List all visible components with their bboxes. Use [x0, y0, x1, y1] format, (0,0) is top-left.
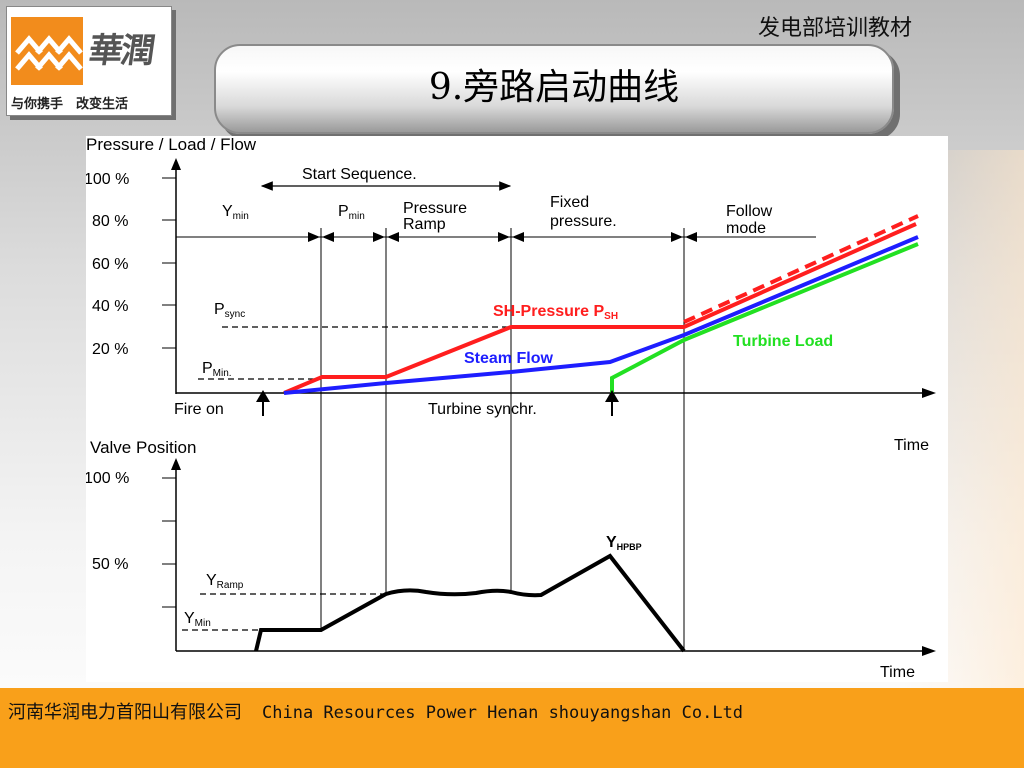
start-sequence-label: Start Sequence. [302, 166, 417, 183]
bottom-tick-label-100: 100 % [86, 470, 129, 487]
valve-y-ramp-label: YRamp [206, 572, 244, 591]
sh-pressure-label: SH-Pressure PSH [493, 303, 618, 322]
valve-y-min-label: YMin [184, 610, 211, 629]
logo-mark-icon [11, 17, 83, 85]
logo-brand: 華潤 [86, 31, 156, 71]
top-time-label: Time [894, 437, 929, 454]
phase-fixed-pressure-2: pressure. [550, 213, 617, 230]
bottom-x-axis-arrow [922, 646, 936, 656]
valve-position-curve [254, 553, 686, 653]
bottom-axis-title: Valve Position [90, 438, 196, 457]
fire-on-label: Fire on [174, 401, 224, 418]
phase-pressure-ramp-1: Pressure [403, 200, 467, 217]
top-axis-title: Pressure / Load / Flow [86, 136, 257, 154]
top-tick-label-100: 100 % [86, 171, 129, 188]
phase-follow-mode-2: mode [726, 220, 766, 237]
phase-p-min: Pmin [338, 203, 365, 222]
phase-fixed-pressure-1: Fixed [550, 194, 589, 211]
turbine-synchr-arrow-icon [605, 390, 619, 402]
phase-y-min: Ymin [222, 203, 249, 222]
diagram-svg: Pressure / Load / Flow 100 % 80 % 60 % 4… [86, 136, 936, 681]
footer-company: 河南华润电力首阳山有限公司 China Resources Power Henan… [8, 698, 743, 724]
bottom-time-label: Time [880, 664, 915, 681]
steam-flow-curve [283, 235, 919, 395]
footer-company-cn: 河南华润电力首阳山有限公司 [8, 702, 242, 723]
turbine-synchr-label: Turbine synchr. [428, 401, 537, 418]
top-tick-label-20: 20 % [92, 341, 128, 358]
header-label: 发电部培训教材 [757, 16, 912, 41]
fire-on-arrow-icon [256, 390, 270, 402]
company-logo: 華潤 与你携手 改变生活 [6, 6, 172, 116]
logo-slogan: 与你携手 改变生活 [11, 97, 129, 112]
top-tick-label-80: 80 % [92, 213, 128, 230]
turbine-load-curve [610, 242, 919, 393]
valve-y-hpbp-label: YHPBP [606, 534, 642, 552]
level-p-min: PMin. [202, 360, 232, 379]
page-title: 9.旁路启动曲线 [214, 44, 894, 134]
sh-pressure-dashed-curve [683, 214, 919, 324]
sh-pressure-curve [283, 222, 917, 395]
bottom-y-axis-arrow [171, 458, 181, 470]
startup-curve-diagram: Pressure / Load / Flow 100 % 80 % 60 % 4… [86, 136, 948, 682]
phase-pressure-ramp-2: Ramp [403, 216, 446, 233]
top-tick-label-40: 40 % [92, 298, 128, 315]
top-tick-label-60: 60 % [92, 256, 128, 273]
phase-follow-mode-1: Follow [726, 203, 773, 220]
bottom-tick-label-50: 50 % [92, 556, 128, 573]
level-p-sync: Psync [214, 301, 245, 320]
footer-company-en: China Resources Power Henan shouyangshan… [262, 703, 744, 723]
phase-arrows [308, 232, 697, 242]
top-y-axis-arrow [171, 158, 181, 170]
steam-flow-label: Steam Flow [464, 350, 553, 367]
footer-bar: 河南华润电力首阳山有限公司 China Resources Power Henan… [0, 688, 1024, 768]
top-x-axis-arrow [922, 388, 936, 398]
turbine-load-label: Turbine Load [733, 333, 833, 350]
